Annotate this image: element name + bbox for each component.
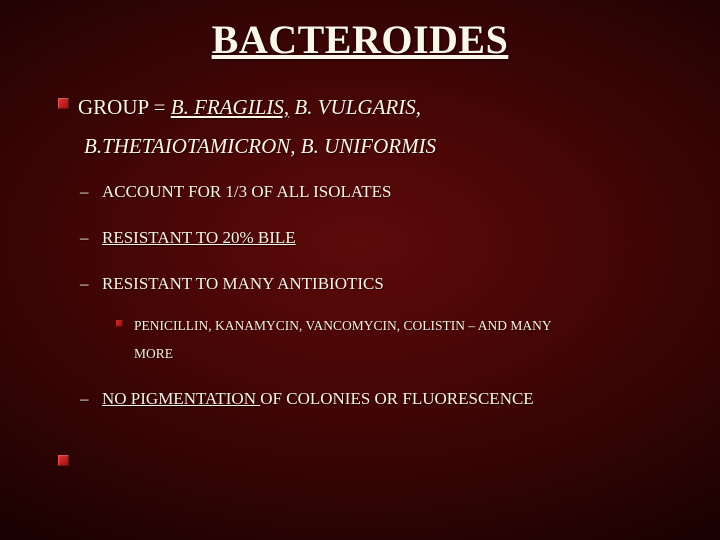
group-line-2: B.THETAIOTAMICRON, B. UNIFORMIS xyxy=(78,130,670,163)
group-line-1: GROUP = B. FRAGILIS, B. VULGARIS, xyxy=(78,91,670,124)
subsub-line1: PENICILLIN, KANAMYCIN, VANCOMYCIN, COLIS… xyxy=(134,318,552,333)
group-species-2: B. VULGARIS, xyxy=(294,95,421,119)
sub-text: RESISTANT TO MANY ANTIBIOTICS xyxy=(102,274,384,293)
sub-list: – ACCOUNT FOR 1/3 OF ALL ISOLATES – RESI… xyxy=(78,180,670,410)
dash-icon: – xyxy=(80,272,89,296)
square-bullet-icon xyxy=(58,98,69,109)
subsub-item: MORE xyxy=(134,343,670,365)
sub-text: ACCOUNT FOR 1/3 OF ALL ISOLATES xyxy=(102,182,392,201)
content-area: GROUP = B. FRAGILIS, B. VULGARIS, B.THET… xyxy=(0,63,720,410)
sub-item-1: – ACCOUNT FOR 1/3 OF ALL ISOLATES xyxy=(102,180,670,204)
group-prefix: GROUP = xyxy=(78,95,171,119)
dash-icon: – xyxy=(80,226,89,250)
slide: BACTEROIDES GROUP = B. FRAGILIS, B. VULG… xyxy=(0,0,720,540)
sub-item-2: – RESISTANT TO 20% BILE xyxy=(102,226,670,250)
group-species-1: B. FRAGILIS, xyxy=(171,95,289,119)
subsub-list: PENICILLIN, KANAMYCIN, VANCOMYCIN, COLIS… xyxy=(102,315,670,364)
dash-icon: – xyxy=(80,180,89,204)
square-bullet-icon xyxy=(58,455,69,466)
group-bullet: GROUP = B. FRAGILIS, B. VULGARIS, B.THET… xyxy=(78,91,670,162)
subsub-item: PENICILLIN, KANAMYCIN, VANCOMYCIN, COLIS… xyxy=(134,315,670,337)
small-square-bullet-icon xyxy=(116,320,123,327)
subsub-line2: MORE xyxy=(134,346,173,361)
sub-item-3: – RESISTANT TO MANY ANTIBIOTICS PENICILL… xyxy=(102,272,670,365)
sub-item-4: – NO PIGMENTATION OF COLONIES OR FLUORES… xyxy=(102,387,670,411)
dash-icon: – xyxy=(80,387,89,411)
slide-title: BACTEROIDES xyxy=(0,0,720,63)
sub-text-underline: NO PIGMENTATION xyxy=(102,389,260,408)
sub-text-post: OF COLONIES OR FLUORESCENCE xyxy=(260,389,533,408)
sub-text-underline: RESISTANT TO 20% BILE xyxy=(102,228,296,247)
